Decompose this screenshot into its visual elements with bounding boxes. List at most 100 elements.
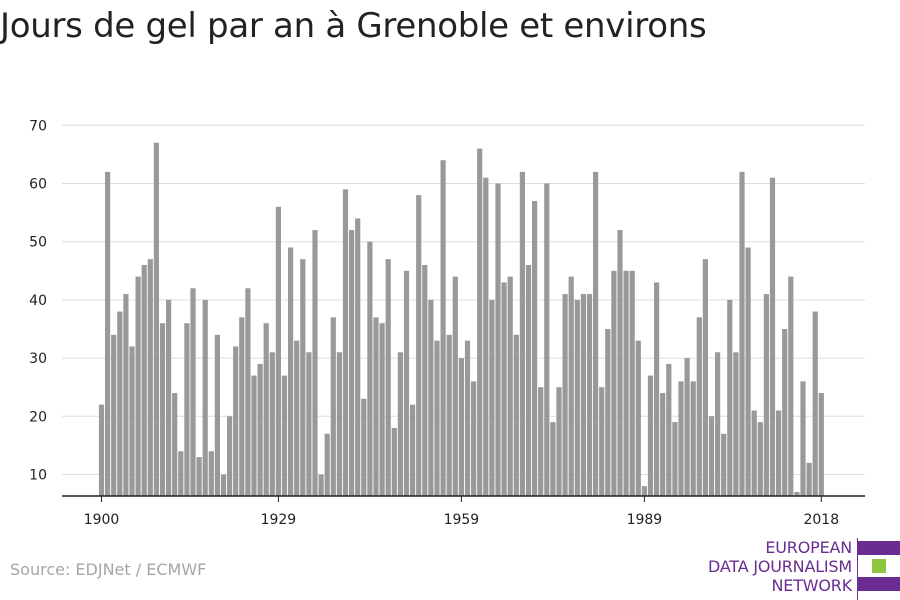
bar-1923 [239, 317, 245, 496]
bar-1963 [483, 177, 489, 496]
bar-1989 [641, 486, 647, 496]
y-tick-label: 50 [29, 235, 47, 251]
bar-1915 [190, 288, 196, 496]
logo-bar-middle [872, 559, 886, 573]
bar-1968 [513, 334, 519, 496]
bar-2008 [757, 422, 763, 496]
bar-1927 [263, 323, 269, 496]
bar-1926 [257, 363, 263, 496]
bar-1960 [464, 340, 471, 496]
bar-1928 [269, 352, 275, 496]
bar-1925 [251, 375, 257, 496]
y-axis-ticks: 10 20 30 40 50 60 70 [29, 118, 47, 483]
bar-2007 [751, 410, 757, 496]
bar-1939 [336, 352, 342, 496]
bar-1961 [471, 381, 477, 496]
x-axis-ticks: 1900 1929 1959 1989 2018 [84, 496, 839, 528]
bar-1994 [672, 422, 678, 496]
bar-1920 [220, 474, 227, 496]
bar-2003 [727, 299, 733, 496]
bar-1918 [208, 451, 214, 496]
bar-1921 [227, 416, 233, 496]
logo-line-2: DATA JOURNALISM [708, 557, 852, 576]
bar-1942 [355, 218, 361, 497]
bar-1914 [184, 323, 190, 496]
bar-1976 [562, 294, 568, 496]
bar-1904 [123, 294, 129, 496]
bar-1911 [166, 299, 172, 496]
bar-2005 [739, 171, 745, 497]
bar-1949 [397, 352, 403, 496]
bar-1957 [446, 334, 452, 496]
bar-2015 [800, 381, 806, 496]
logo-line-1: EUROPEAN [765, 538, 852, 557]
bar-2006 [745, 247, 751, 496]
bar-1971 [532, 200, 538, 496]
bar-1972 [538, 387, 544, 496]
bar-1959 [458, 358, 464, 496]
bar-1902 [111, 334, 117, 496]
logo-bar-top [858, 541, 900, 555]
bar-2012 [782, 329, 788, 496]
bar-2013 [788, 276, 794, 496]
bar-1969 [519, 171, 525, 497]
bar-2014 [794, 491, 800, 496]
bar-1935 [312, 230, 318, 496]
bar-1965 [495, 183, 501, 496]
bar-1940 [342, 189, 349, 496]
bar-1919 [214, 334, 220, 496]
bar-1998 [696, 317, 702, 496]
bar-1950 [403, 270, 410, 496]
bar-2010 [769, 177, 776, 496]
bar-1951 [410, 404, 416, 496]
bar-1979 [580, 294, 586, 496]
bar-1903 [117, 311, 123, 496]
bar-1930 [281, 375, 288, 496]
bar-2011 [776, 410, 782, 496]
bar-1991 [654, 282, 660, 496]
y-tick-label: 40 [29, 293, 47, 309]
bar-1987 [629, 270, 635, 496]
bar-1908 [147, 259, 153, 496]
bar-1970 [525, 264, 532, 496]
bar-1913 [178, 451, 184, 496]
y-tick-label: 10 [29, 468, 47, 484]
bar-1980 [586, 294, 593, 496]
bar-1956 [440, 160, 446, 496]
bars [98, 142, 824, 497]
bar-1912 [172, 393, 178, 496]
chart-title: Jours de gel par an à Grenoble et enviro… [0, 6, 707, 46]
x-tick-label: 1989 [627, 512, 663, 528]
bar-1992 [660, 393, 666, 496]
bar-1996 [684, 358, 690, 496]
bar-1993 [666, 363, 672, 496]
logo-line-3: NETWORK [771, 576, 853, 595]
bar-1944 [367, 241, 373, 496]
x-tick-label: 2018 [803, 512, 839, 528]
bar-2004 [733, 352, 739, 496]
bar-1922 [233, 346, 239, 496]
bar-1966 [501, 282, 507, 496]
bar-1973 [544, 183, 550, 496]
bar-1981 [593, 171, 599, 497]
bar-chart: 10 20 30 40 50 60 70 1900 1929 1959 1989 2018 [29, 118, 865, 528]
bar-2018 [818, 393, 824, 496]
bar-1931 [288, 247, 294, 496]
bar-1938 [330, 317, 336, 496]
bar-1936 [318, 474, 324, 496]
bar-1967 [507, 276, 513, 496]
y-tick-label: 30 [29, 351, 47, 367]
source-note: Source: EDJNet / ECMWF [10, 560, 207, 579]
logo-bar-bottom [858, 577, 900, 591]
bar-1953 [422, 264, 428, 496]
bar-1958 [452, 276, 458, 496]
bar-1985 [617, 230, 623, 496]
bar-1982 [599, 387, 605, 496]
y-tick-label: 20 [29, 409, 47, 425]
x-tick-label: 1959 [444, 512, 480, 528]
bar-1900 [98, 404, 105, 496]
y-tick-label: 60 [29, 177, 47, 193]
bar-1997 [690, 381, 696, 496]
bar-2001 [715, 352, 721, 496]
bar-2009 [763, 294, 769, 496]
